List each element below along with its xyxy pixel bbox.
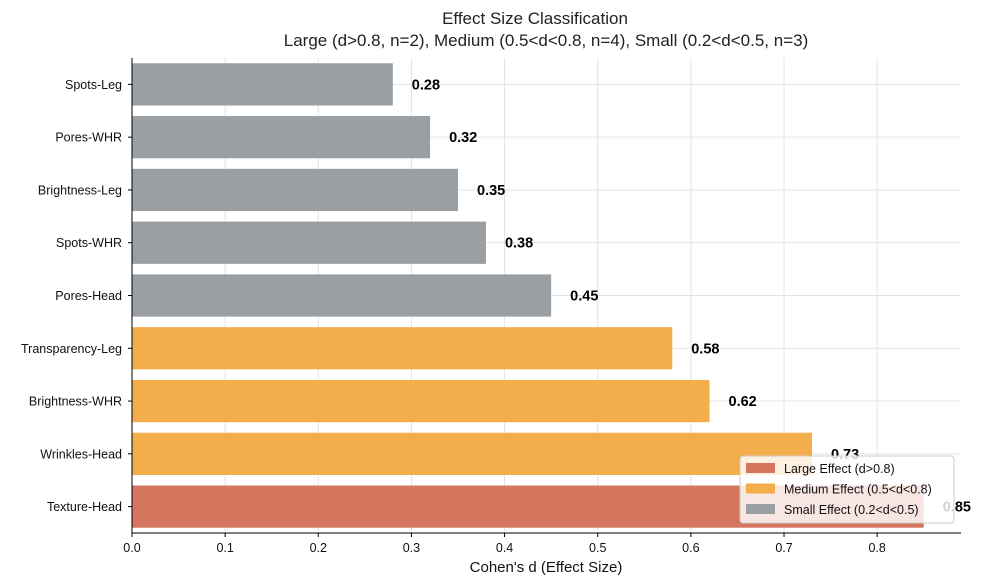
x-tick-label: 0.4 xyxy=(496,541,513,555)
x-axis-label: Cohen's d (Effect Size) xyxy=(470,559,623,576)
legend-swatch-large xyxy=(746,463,775,473)
legend-label-large: Large Effect (d>0.8) xyxy=(784,462,895,476)
x-tick-label: 0.0 xyxy=(123,541,140,555)
chart-legend: Large Effect (d>0.8) Medium Effect (0.5<d… xyxy=(739,455,955,524)
y-tick-label: Spots-WHR xyxy=(56,236,122,250)
legend-swatch-small xyxy=(746,504,775,514)
y-tick-label: Brightness-Leg xyxy=(38,183,122,197)
bar-pores-whr xyxy=(132,116,431,159)
y-tick-label: Wrinkles-Head xyxy=(40,447,122,461)
y-tick-label: Pores-Head xyxy=(55,289,122,303)
x-tick-label: 0.8 xyxy=(868,541,885,555)
chart-title: Effect Size Classification xyxy=(442,9,628,28)
value-label: 0.62 xyxy=(729,394,757,410)
y-tick-label: Texture-Head xyxy=(47,500,122,514)
legend-label-small: Small Effect (0.2<d<0.5) xyxy=(784,503,919,517)
bar-brightness-leg xyxy=(132,168,459,212)
bar-wrinkles-head xyxy=(132,432,812,475)
value-label: 0.32 xyxy=(449,130,477,146)
x-tick-label: 0.6 xyxy=(682,541,699,555)
value-label: 0.45 xyxy=(570,289,598,305)
bar-spots-whr xyxy=(132,221,486,264)
legend-box xyxy=(739,455,955,524)
bar-pores-head xyxy=(132,274,552,317)
bar-spots-leg xyxy=(132,63,393,106)
y-tick-label: Spots-Leg xyxy=(65,78,122,92)
x-tick-label: 0.2 xyxy=(310,541,327,555)
value-label: 0.58 xyxy=(691,341,719,357)
y-tick-label: Brightness-WHR xyxy=(29,395,122,409)
legend-swatch-medium xyxy=(746,483,775,494)
x-tick-label: 0.1 xyxy=(216,541,233,555)
y-tick-label: Transparency-Leg xyxy=(21,342,122,356)
chart-subtitle: Large (d>0.8, n=2), Medium (0.5<d<0.8, n… xyxy=(284,31,809,50)
x-axis-ticks: 0.0 0.1 0.2 0.3 0.4 0.5 0.6 0.7 0.8 xyxy=(123,533,886,555)
legend-label-medium: Medium Effect (0.5<d<0.8) xyxy=(784,483,932,497)
bar-brightness-whr xyxy=(132,379,710,423)
x-tick-label: 0.5 xyxy=(589,541,606,555)
x-tick-label: 0.3 xyxy=(403,541,420,555)
value-label: 0.28 xyxy=(412,77,440,93)
value-label: 0.35 xyxy=(477,183,505,199)
y-tick-label: Pores-WHR xyxy=(55,131,122,145)
bar-transparency-leg xyxy=(132,327,673,370)
value-label: 0.38 xyxy=(505,236,533,252)
x-tick-label: 0.7 xyxy=(775,541,792,555)
y-axis-ticks: Spots-Leg Pores-WHR Brightness-Leg Spots-WH… xyxy=(21,78,132,514)
